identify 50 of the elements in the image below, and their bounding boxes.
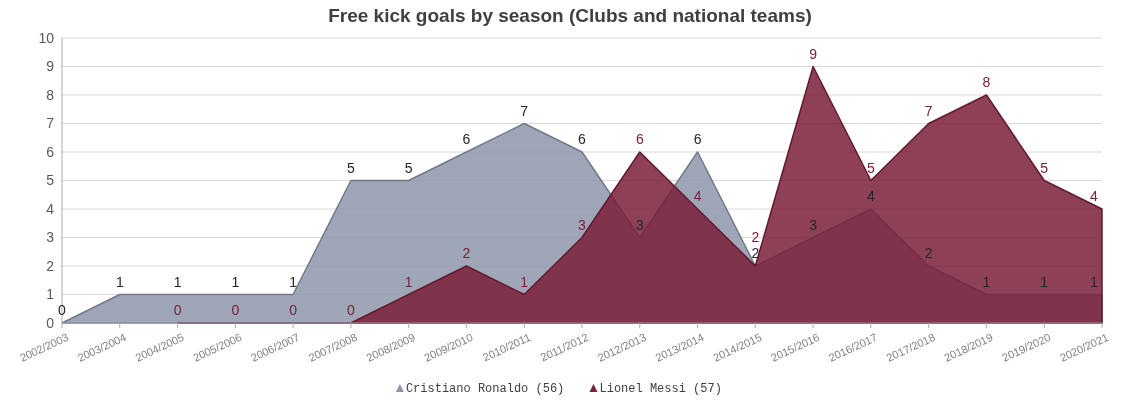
data-label: 2 (462, 245, 471, 261)
data-label: 1 (115, 273, 124, 290)
data-label: 0 (289, 302, 298, 318)
data-label: 0 (231, 302, 240, 318)
legend-label: Cristiano Ronaldo (56) (405, 382, 565, 396)
y-tick-label: 3 (46, 229, 55, 246)
data-label: 6 (693, 131, 702, 147)
data-label: 5 (404, 159, 413, 176)
data-label: 2 (751, 245, 760, 261)
y-tick-label: 5 (46, 172, 55, 189)
data-label: 1 (173, 273, 182, 290)
data-label: 1 (982, 273, 991, 290)
data-label: 3 (809, 216, 818, 233)
data-label: 6 (578, 131, 587, 147)
data-label: 1 (1040, 273, 1049, 290)
data-label: 5 (866, 159, 875, 176)
y-tick-label: 6 (46, 143, 55, 160)
y-tick-label: 9 (46, 58, 55, 75)
y-tick-label: 4 (46, 200, 55, 217)
data-label: 9 (809, 45, 818, 62)
data-label: 0 (58, 302, 67, 318)
data-label: 7 (520, 102, 529, 119)
data-label: 4 (1090, 188, 1099, 204)
y-tick-label: 1 (46, 286, 55, 303)
y-tick-label: 10 (38, 29, 55, 46)
y-tick-label: 8 (46, 86, 55, 103)
data-label: 0 (173, 302, 182, 318)
data-label: 6 (462, 131, 471, 147)
y-tick-label: 7 (46, 115, 55, 132)
y-tick-label: 2 (46, 257, 55, 274)
data-label: 1 (289, 273, 298, 290)
data-label: 4 (866, 188, 875, 204)
data-label: 1 (1090, 273, 1099, 290)
legend-label: Lionel Messi (57) (599, 382, 722, 396)
data-label: 1 (520, 273, 529, 290)
data-label: 6 (635, 131, 644, 147)
chart-title: Free kick goals by season (Clubs and national teams) (328, 5, 812, 26)
data-label: 5 (1040, 159, 1049, 176)
data-label: 3 (578, 216, 587, 233)
data-label: 2 (751, 229, 760, 245)
data-label: 1 (231, 273, 240, 290)
data-label: 8 (982, 74, 991, 90)
data-label: 3 (635, 216, 644, 233)
data-label: 4 (693, 188, 702, 204)
data-label: 1 (404, 273, 413, 290)
data-label: 2 (924, 245, 933, 261)
y-tick-label: 0 (46, 314, 55, 331)
data-label: 7 (924, 102, 933, 119)
data-label: 5 (346, 159, 355, 176)
data-label: 0 (346, 302, 355, 318)
